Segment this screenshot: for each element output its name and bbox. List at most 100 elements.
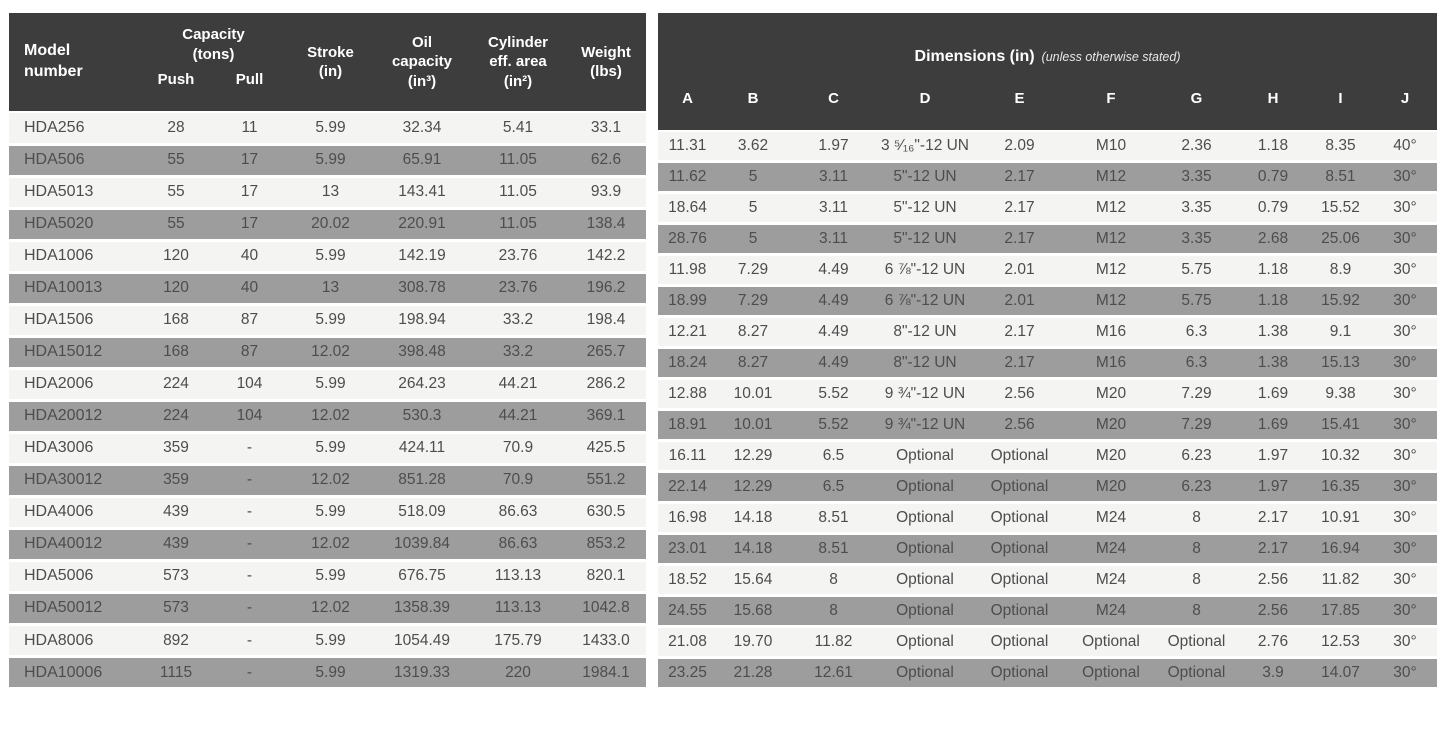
- cell: M12: [1067, 285, 1155, 319]
- table-row: 11.62 5 3.11 5"-12 UN 2.17 M12 3.35 0.79 8.51 30°: [658, 161, 1438, 195]
- table-row: HDA256 28 11 5.99 32.34 5.41 33.1: [9, 110, 646, 146]
- table-row: HDA506 55 17 5.99 65.91 11.05 62.6: [9, 144, 646, 178]
- cell: 142.2: [566, 240, 646, 274]
- table-row: HDA10013 120 40 13 308.78 23.76 196.2: [9, 272, 646, 306]
- cell: 33.2: [470, 336, 566, 370]
- cell: -: [212, 528, 287, 562]
- cell: 2.17: [972, 316, 1067, 350]
- cell: 8.35: [1308, 129, 1373, 164]
- cell: 13: [287, 176, 374, 210]
- column-header-oil-capacity: Oil capacity (in³): [374, 13, 470, 112]
- cell: 3 ⁵⁄₁₆"-12 UN: [878, 129, 972, 164]
- cell: 113.13: [470, 592, 566, 627]
- dimensions-table-body: 11.31 3.62 1.97 3 ⁵⁄₁₆"-12 UN 2.09 M10 2.36 1.1…: [658, 129, 1438, 691]
- table-row: 23.01 14.18 8.51 Optional Optional M24 8 2.17 16…: [658, 533, 1438, 567]
- cell: Optional: [1067, 657, 1155, 691]
- cell: Optional: [972, 626, 1067, 660]
- cell: 12.02: [287, 528, 374, 562]
- cell: 2.01: [972, 254, 1067, 288]
- cell: 5.99: [287, 560, 374, 594]
- cell: 8: [1155, 564, 1238, 598]
- cell: 0.79: [1238, 192, 1308, 226]
- cell: 113.13: [470, 560, 566, 594]
- cell: 104: [212, 400, 287, 434]
- table-row: 18.91 10.01 5.52 9 ¾"-12 UN 2.56 M20 7.29 1.69 1…: [658, 409, 1438, 443]
- column-header-capacity: Capacity (tons): [140, 13, 287, 68]
- cell: 1054.49: [374, 624, 470, 659]
- cell: 18.64: [658, 192, 717, 226]
- cell: -: [212, 624, 287, 659]
- cell: 2.17: [1238, 502, 1308, 536]
- cell: -: [212, 464, 287, 498]
- cell: 5"-12 UN: [878, 192, 972, 226]
- cell: HDA1006: [9, 240, 140, 274]
- cell: 30°: [1373, 161, 1438, 195]
- cell: 5.52: [789, 409, 878, 443]
- column-header-g: G: [1155, 86, 1238, 131]
- table-row: 28.76 5 3.11 5"-12 UN 2.17 M12 3.35 2.68 25.06 30…: [658, 223, 1438, 257]
- cell: 120: [140, 272, 212, 306]
- cell: 6 ⅞"-12 UN: [878, 285, 972, 319]
- cell: 30°: [1373, 564, 1438, 598]
- cell: HDA506: [9, 144, 140, 178]
- cell: 439: [140, 528, 212, 562]
- cell: 2.56: [972, 409, 1067, 443]
- cell: 2.17: [972, 223, 1067, 257]
- cell: 8.27: [717, 347, 789, 381]
- cell: 30°: [1373, 378, 1438, 412]
- cell: 2.76: [1238, 626, 1308, 660]
- cell: 2.17: [972, 347, 1067, 381]
- cell: Optional: [878, 502, 972, 536]
- cell: 3.11: [789, 223, 878, 257]
- table-row: HDA3006 359-5.99 424.11 70.9 425.5: [9, 432, 646, 466]
- cell: 1.38: [1238, 316, 1308, 350]
- cell: 21.28: [717, 657, 789, 691]
- cell: 2.17: [972, 192, 1067, 226]
- cell: 1433.0: [566, 624, 646, 659]
- cell: HDA15012: [9, 336, 140, 370]
- column-header-model-number: Model number: [9, 13, 140, 112]
- cell: M16: [1067, 347, 1155, 381]
- cell: HDA5006: [9, 560, 140, 594]
- cell: 40°: [1373, 129, 1438, 164]
- column-header-a: A: [658, 86, 717, 131]
- cell: 8.51: [789, 533, 878, 567]
- cell: 5.99: [287, 496, 374, 530]
- cell: 11.98: [658, 254, 717, 288]
- cell: 7.29: [717, 254, 789, 288]
- cell: 30°: [1373, 316, 1438, 350]
- cell: 308.78: [374, 272, 470, 306]
- cell: 143.41: [374, 176, 470, 210]
- cell: 5.41: [470, 110, 566, 146]
- cell: 19.70: [717, 626, 789, 660]
- cell: M10: [1067, 129, 1155, 164]
- dimensions-title: Dimensions (in): [914, 47, 1035, 65]
- cell: 6.3: [1155, 347, 1238, 381]
- cell: HDA2006: [9, 368, 140, 402]
- table-row: 12.88 10.01 5.52 9 ¾"-12 UN 2.56 M20 7.29 1.69 9…: [658, 378, 1438, 412]
- cell: 853.2: [566, 528, 646, 562]
- cell: HDA50012: [9, 592, 140, 627]
- cell: 17: [212, 176, 287, 210]
- cell: 224: [140, 368, 212, 402]
- cell: Optional: [1155, 626, 1238, 660]
- cell: 10.01: [717, 378, 789, 412]
- table-row: 12.21 8.27 4.49 8"-12 UN 2.17 M16 6.3 1.38 9.1 30…: [658, 316, 1438, 350]
- cell: 44.21: [470, 368, 566, 402]
- cell: 9 ¾"-12 UN: [878, 409, 972, 443]
- column-header-i: I: [1308, 86, 1373, 131]
- cell: 198.94: [374, 304, 470, 338]
- cell: 32.34: [374, 110, 470, 146]
- table-row: HDA50012 573-12.02 1358.39 113.13 1042.8: [9, 592, 646, 627]
- cell: HDA256: [9, 110, 140, 146]
- cell: 1039.84: [374, 528, 470, 562]
- cell: -: [212, 560, 287, 594]
- cell: 15.13: [1308, 347, 1373, 381]
- column-header-j: J: [1373, 86, 1438, 131]
- cell: 70.9: [470, 432, 566, 466]
- cell: 676.75: [374, 560, 470, 594]
- cell: HDA8006: [9, 624, 140, 659]
- cell: M20: [1067, 378, 1155, 412]
- cell: 93.9: [566, 176, 646, 210]
- cell: HDA1506: [9, 304, 140, 338]
